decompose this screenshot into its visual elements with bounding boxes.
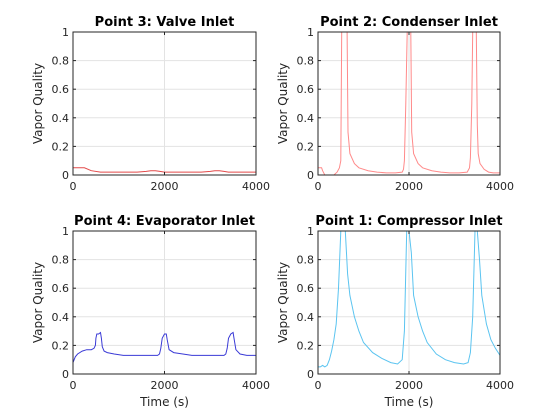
x-tick-label: 0 bbox=[315, 180, 322, 193]
x-tick-label: 4000 bbox=[242, 379, 270, 392]
x-tick-label: 0 bbox=[315, 379, 322, 392]
y-tick-label: 1 bbox=[307, 26, 314, 39]
y-tick-label: 0.4 bbox=[52, 112, 70, 125]
subplot-title: Point 3: Valve Inlet bbox=[95, 15, 235, 30]
series-line bbox=[72, 331, 256, 363]
y-tick-label: 0.2 bbox=[297, 339, 315, 352]
x-tick-label: 2000 bbox=[151, 379, 179, 392]
x-tick-label: 4000 bbox=[242, 180, 270, 193]
y-tick-label: 1 bbox=[62, 26, 69, 39]
x-axis-label: Time (s) bbox=[384, 395, 434, 409]
subplot-3: 0 2000 4000 0 0.2 0.4 0.6 0.8 1 Point 4: Evaporat… bbox=[31, 214, 270, 409]
y-tick-label: 0.2 bbox=[52, 339, 70, 352]
y-tick-label: 0 bbox=[62, 169, 69, 182]
y-tick-label: 0.6 bbox=[52, 83, 70, 96]
y-tick-label: 1 bbox=[307, 225, 314, 238]
x-tick-label: 4000 bbox=[486, 379, 514, 392]
x-tick-label: 2000 bbox=[395, 180, 423, 193]
y-tick-label: 0.4 bbox=[297, 112, 315, 125]
y-tick-label: 0 bbox=[307, 169, 314, 182]
subplot-1: 0 2000 4000 0 0.2 0.4 0.6 0.8 1 Point 3: Valve In… bbox=[31, 15, 270, 193]
y-tick-label: 0.6 bbox=[297, 83, 315, 96]
y-tick-label: 0.6 bbox=[52, 282, 70, 295]
y-tick-label: 1 bbox=[62, 225, 69, 238]
x-tick-label: 2000 bbox=[395, 379, 423, 392]
y-tick-label: 0.4 bbox=[52, 311, 70, 324]
y-axis-label: Vapor Quality bbox=[31, 262, 45, 343]
x-axis-label: Time (s) bbox=[139, 395, 189, 409]
series-line bbox=[73, 167, 256, 173]
x-tick-label: 2000 bbox=[151, 180, 179, 193]
y-axis-label: Vapor Quality bbox=[276, 63, 290, 144]
y-axis-label: Vapor Quality bbox=[31, 63, 45, 144]
subplot-title: Point 4: Evaporator Inlet bbox=[74, 214, 255, 229]
y-axis-label: Vapor Quality bbox=[276, 262, 290, 343]
subplot-title: Point 1: Compressor Inlet bbox=[315, 214, 502, 229]
y-tick-label: 0.2 bbox=[297, 140, 315, 153]
x-tick-label: 0 bbox=[70, 379, 77, 392]
y-tick-label: 0.4 bbox=[297, 311, 315, 324]
y-tick-label: 0.6 bbox=[297, 282, 315, 295]
subplot-title: Point 2: Condenser Inlet bbox=[320, 15, 498, 30]
y-tick-label: 0.8 bbox=[52, 55, 70, 68]
x-tick-label: 0 bbox=[70, 180, 77, 193]
x-tick-label: 4000 bbox=[486, 180, 514, 193]
series-line bbox=[318, 230, 501, 368]
y-tick-label: 0.2 bbox=[52, 140, 70, 153]
y-tick-label: 0.8 bbox=[297, 55, 315, 68]
subplot-2: 0 2000 4000 0 0.2 0.4 0.6 0.8 1 Point 2: Condense… bbox=[276, 15, 514, 193]
y-tick-label: 0.8 bbox=[297, 254, 315, 267]
y-tick-label: 0.8 bbox=[52, 254, 70, 267]
y-tick-label: 0 bbox=[62, 368, 69, 381]
y-tick-label: 0 bbox=[307, 368, 314, 381]
